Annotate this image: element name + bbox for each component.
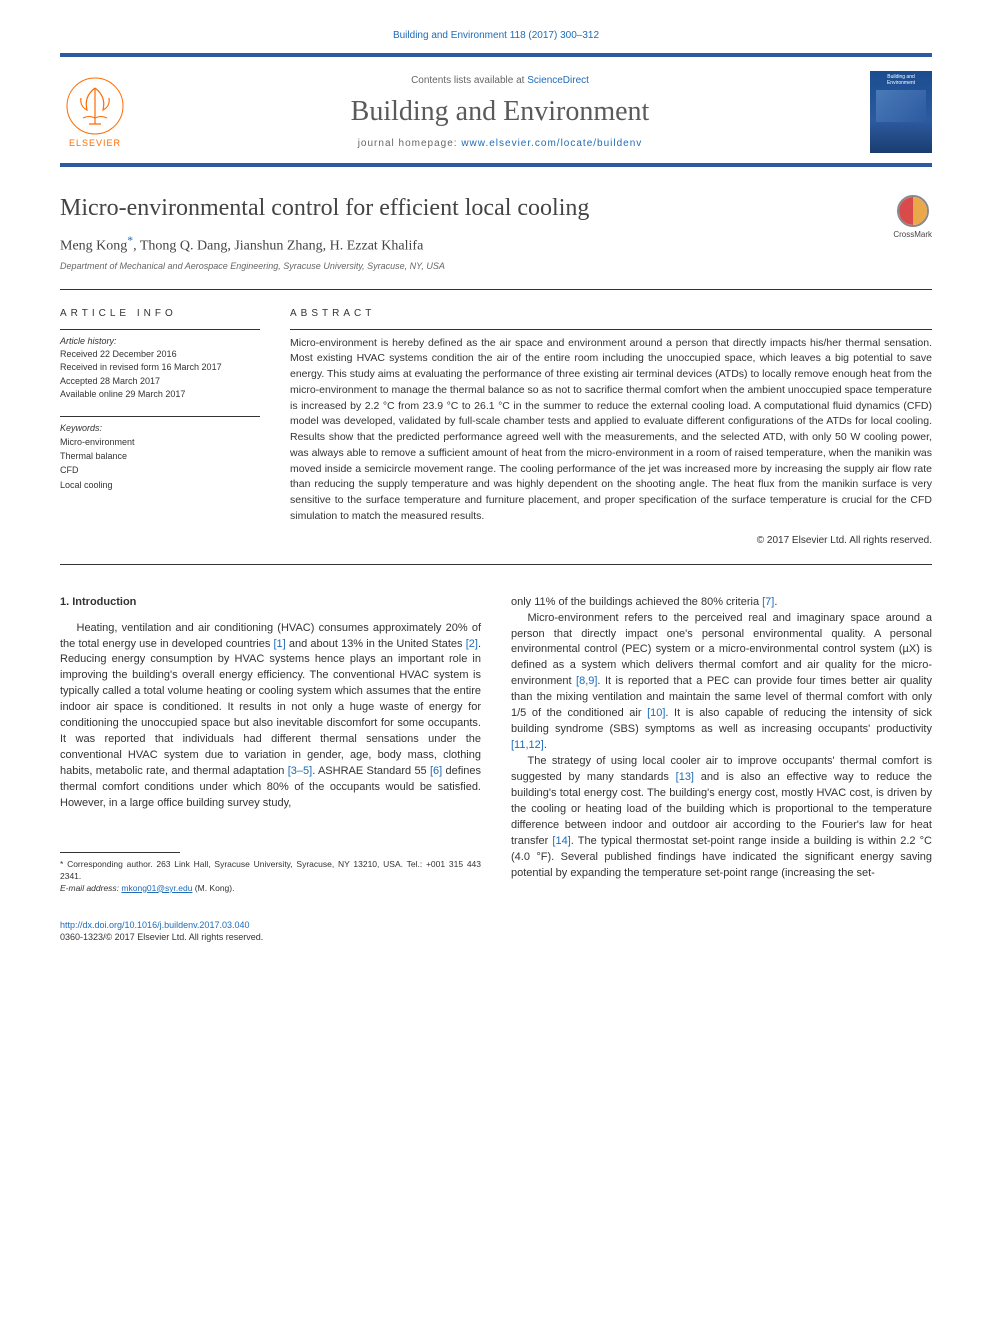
keyword-item: CFD [60, 463, 260, 477]
keyword-item: Local cooling [60, 478, 260, 492]
section-1-heading: 1. Introduction [60, 595, 481, 611]
text-run: . [544, 739, 547, 751]
footnote-rule [60, 852, 180, 853]
journal-name: Building and Environment [150, 96, 850, 128]
crossmark-badge[interactable]: CrossMark [893, 195, 932, 239]
keywords-block: Keywords: Micro-environment Thermal bala… [60, 416, 260, 493]
ref-link[interactable]: [3–5] [288, 765, 312, 777]
title-authors: Micro-environmental control for efficien… [60, 195, 589, 271]
text-run: . ASHRAE Standard 55 [312, 765, 430, 777]
email-author: (M. Kong). [192, 883, 234, 893]
doi-link[interactable]: http://dx.doi.org/10.1016/j.buildenv.201… [60, 920, 249, 930]
ref-link[interactable]: [11,12] [511, 739, 544, 751]
history-accepted: Accepted 28 March 2017 [60, 375, 260, 389]
authors-rest: , Thong Q. Dang, Jianshun Zhang, H. Ezza… [133, 239, 423, 254]
corresponding-author-footnote: * Corresponding author. 263 Link Hall, S… [60, 859, 481, 883]
text-run: . [774, 596, 777, 608]
text-run: . The typical thermostat set-point range… [511, 835, 932, 879]
email-link[interactable]: mkong01@syr.edu [121, 883, 192, 893]
header-center: Contents lists available at ScienceDirec… [150, 75, 850, 149]
text-run: and about 13% in the United States [286, 638, 466, 650]
keywords-label: Keywords: [60, 423, 260, 433]
homepage-prefix: journal homepage: [358, 138, 462, 149]
journal-header: ELSEVIER Contents lists available at Sci… [60, 53, 932, 167]
cover-image [876, 90, 926, 122]
title-block: Micro-environmental control for efficien… [60, 195, 932, 271]
contents-available: Contents lists available at ScienceDirec… [150, 75, 850, 86]
abstract-text: Micro-environment is hereby defined as t… [290, 329, 932, 525]
abstract-heading: ABSTRACT [290, 308, 932, 319]
text-run: . Reducing energy consumption by HVAC sy… [60, 638, 481, 778]
sciencedirect-link[interactable]: ScienceDirect [527, 75, 589, 86]
homepage-line: journal homepage: www.elsevier.com/locat… [150, 138, 850, 149]
email-footnote: E-mail address: mkong01@syr.edu (M. Kong… [60, 883, 481, 895]
journal-cover-thumbnail: Building and Environment [870, 71, 932, 153]
article-info-heading: ARTICLE INFO [60, 308, 260, 319]
ref-link[interactable]: [7] [762, 596, 774, 608]
article-info-col: ARTICLE INFO Article history: Received 2… [60, 308, 260, 546]
body-paragraph: Micro-environment refers to the perceive… [511, 611, 932, 754]
ref-link[interactable]: [6] [430, 765, 442, 777]
keyword-item: Thermal balance [60, 449, 260, 463]
homepage-link[interactable]: www.elsevier.com/locate/buildenv [461, 138, 642, 149]
history-online: Available online 29 March 2017 [60, 388, 260, 402]
text-run: only 11% of the buildings achieved the 8… [511, 596, 762, 608]
ref-link[interactable]: [13] [676, 771, 694, 783]
history-block: Article history: Received 22 December 20… [60, 329, 260, 402]
body-paragraph: The strategy of using local cooler air t… [511, 754, 932, 882]
divider-top [60, 289, 932, 290]
crossmark-icon [897, 195, 929, 227]
body-paragraph: only 11% of the buildings achieved the 8… [511, 595, 932, 611]
page-footer: http://dx.doi.org/10.1016/j.buildenv.201… [60, 919, 932, 944]
elsevier-tree-icon [65, 76, 125, 136]
body-columns: 1. Introduction Heating, ventilation and… [60, 595, 932, 895]
keyword-item: Micro-environment [60, 435, 260, 449]
body-paragraph: Heating, ventilation and air conditionin… [60, 621, 481, 812]
crossmark-label: CrossMark [893, 230, 932, 239]
ref-link[interactable]: [8,9] [576, 675, 597, 687]
ref-link[interactable]: [10] [647, 707, 665, 719]
elsevier-logo: ELSEVIER [60, 72, 130, 152]
body-col-left: 1. Introduction Heating, ventilation and… [60, 595, 481, 895]
header-citation: Building and Environment 118 (2017) 300–… [60, 30, 932, 41]
history-label: Article history: [60, 336, 260, 346]
ref-link[interactable]: [1] [274, 638, 286, 650]
article-title: Micro-environmental control for efficien… [60, 195, 589, 222]
divider-bottom [60, 564, 932, 565]
history-revised: Received in revised form 16 March 2017 [60, 361, 260, 375]
copyright-line: © 2017 Elsevier Ltd. All rights reserved… [290, 535, 932, 546]
email-label: E-mail address: [60, 883, 121, 893]
author-corresponding: Meng Kong [60, 239, 127, 254]
authors-line: Meng Kong*, Thong Q. Dang, Jianshun Zhan… [60, 234, 589, 255]
contents-prefix: Contents lists available at [411, 75, 527, 86]
ref-link[interactable]: [14] [552, 835, 570, 847]
body-col-right: only 11% of the buildings achieved the 8… [511, 595, 932, 895]
abstract-col: ABSTRACT Micro-environment is hereby def… [290, 308, 932, 546]
issn-copyright: 0360-1323/© 2017 Elsevier Ltd. All right… [60, 932, 263, 942]
page-root: Building and Environment 118 (2017) 300–… [0, 0, 992, 974]
info-abstract-row: ARTICLE INFO Article history: Received 2… [60, 308, 932, 546]
cover-title: Building and Environment [874, 75, 928, 86]
ref-link[interactable]: [2] [466, 638, 478, 650]
history-received: Received 22 December 2016 [60, 348, 260, 362]
affiliation: Department of Mechanical and Aerospace E… [60, 261, 589, 271]
publisher-name: ELSEVIER [69, 138, 121, 148]
